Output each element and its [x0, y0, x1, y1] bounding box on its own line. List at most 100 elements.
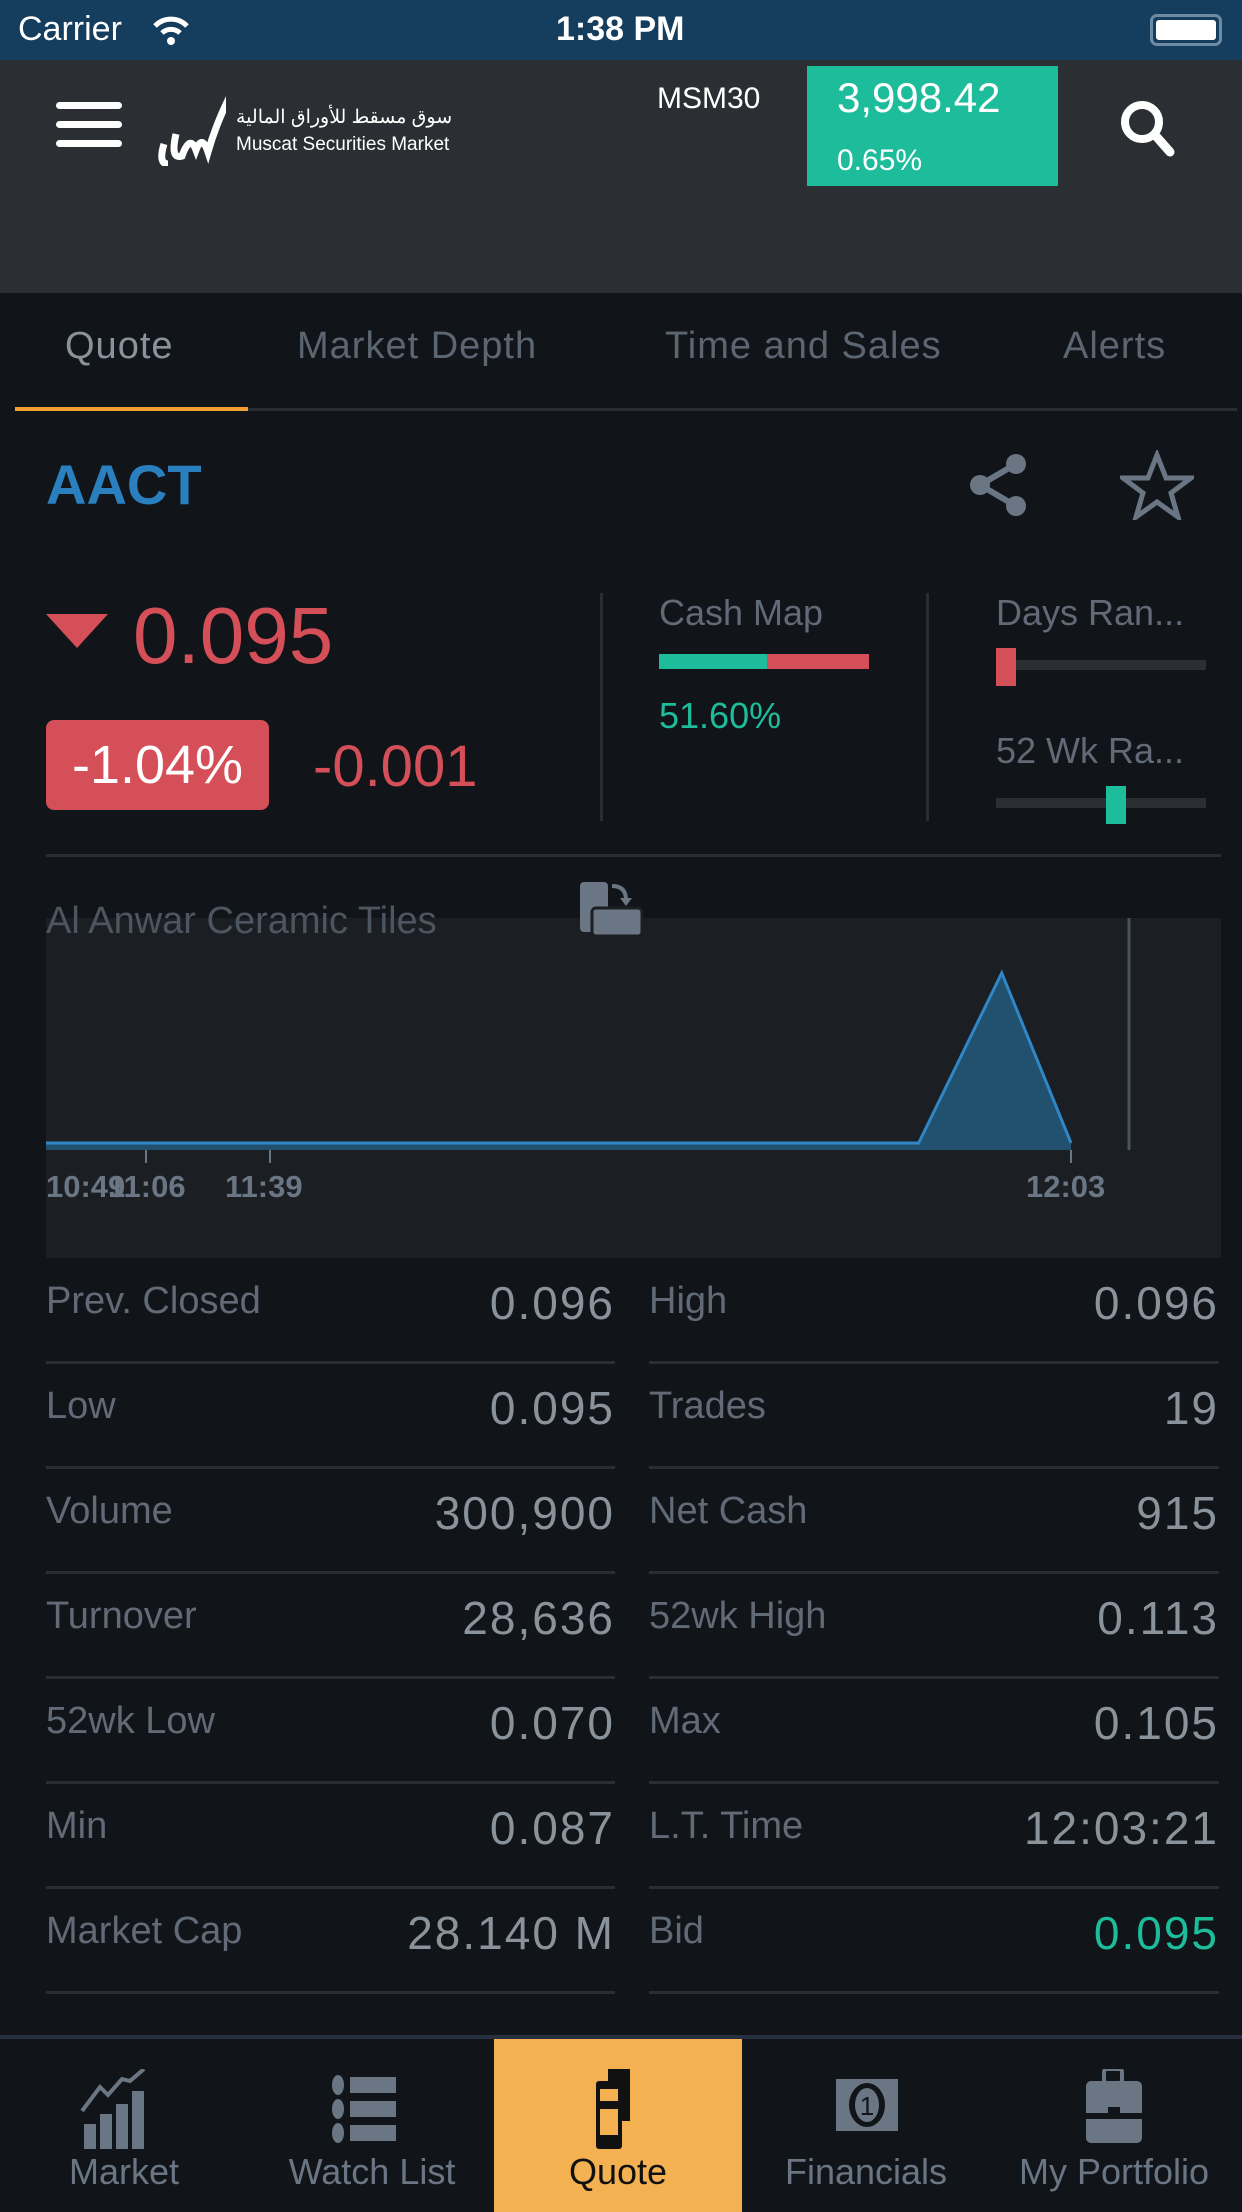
stat-value: 0.070	[489, 1697, 615, 1749]
stat-label: Min	[46, 1805, 108, 1847]
stat-label: Bid	[649, 1910, 704, 1952]
days-range-label: Days Ran...	[996, 592, 1185, 633]
stat-value: 28,636	[462, 1592, 615, 1644]
index-value: 3,998.42	[837, 74, 1001, 121]
star-icon[interactable]	[1120, 450, 1194, 520]
stat-value: 0.105	[1093, 1697, 1219, 1749]
row-divider	[649, 1991, 1219, 1994]
stat-value: 300,900	[434, 1487, 615, 1539]
cash-map-value: 51.60%	[659, 695, 782, 736]
tab-active-indicator	[15, 407, 248, 411]
tab-market-depth[interactable]: Market Depth	[297, 325, 538, 367]
row-divider	[649, 1466, 1219, 1469]
row-divider	[649, 1886, 1219, 1889]
stat-value: 19	[1163, 1382, 1219, 1434]
stat-value: 0.096	[1093, 1277, 1219, 1329]
divider	[600, 593, 603, 821]
stat-value: 28.140 M	[407, 1907, 615, 1959]
tab-label: Financials	[784, 2151, 948, 2192]
stat-label: Max	[649, 1700, 721, 1742]
row-divider	[46, 1571, 615, 1574]
stat-value: 0.113	[1097, 1592, 1219, 1644]
carrier: Carrier	[18, 10, 122, 48]
price-area	[46, 973, 1071, 1150]
briefcase-icon	[1086, 2069, 1142, 2143]
tab-alerts[interactable]: Alerts	[1063, 325, 1167, 367]
list-icon	[332, 2075, 396, 2143]
price-line	[46, 969, 1073, 1145]
rotate-device-icon[interactable]	[578, 880, 646, 940]
stat-label: Net Cash	[649, 1490, 808, 1532]
stat-label: Volume	[46, 1490, 173, 1532]
stat-label: 52wk Low	[46, 1700, 215, 1742]
wk52-range-slider	[996, 786, 1206, 824]
stat-label: Prev. Closed	[46, 1280, 261, 1322]
company-name: Al Anwar Ceramic Tiles	[46, 900, 437, 942]
stat-label: L.T. Time	[649, 1805, 804, 1847]
tab-label: Market	[68, 2151, 180, 2192]
money-icon: 1	[836, 2079, 898, 2131]
index-change: 0.65%	[837, 144, 923, 177]
bottom-tab-bar: Market Watch List Quote 1 Financials My …	[0, 2035, 1242, 2212]
tab-my-portfolio[interactable]: My Portfolio	[990, 2039, 1238, 2212]
app-header: سوق مسقط للأوراق المالية Muscat Securiti…	[0, 60, 1242, 293]
status-bar: Carrier 1:38 PM	[0, 0, 1242, 60]
x-tick-label: 12:03	[1026, 1169, 1105, 1204]
x-tick-label: 10:49	[46, 1169, 125, 1204]
msm-logo: سوق مسقط للأوراق المالية Muscat Securiti…	[156, 94, 456, 166]
row-divider	[649, 1361, 1219, 1364]
divider	[46, 854, 1221, 857]
stat-label: High	[649, 1280, 728, 1322]
last-price: 0.095	[133, 591, 334, 680]
clock: 1:38 PM	[556, 10, 685, 48]
logo-text: Muscat Securities Market	[236, 134, 450, 155]
search-icon[interactable]	[1118, 98, 1180, 160]
menu-icon[interactable]	[56, 102, 122, 148]
stat-value: 0.087	[489, 1802, 615, 1854]
wk52-range-label: 52 Wk Ra...	[996, 730, 1185, 771]
days-range-slider	[996, 648, 1206, 686]
tab-label: Quote	[568, 2151, 668, 2192]
chart-icon	[80, 2069, 146, 2149]
quote-icon	[596, 2069, 630, 2149]
row-divider	[46, 1676, 615, 1679]
tab-financials[interactable]: 1 Financials	[742, 2039, 990, 2212]
tab-quote[interactable]: Quote	[65, 325, 174, 367]
stat-label: Turnover	[46, 1595, 197, 1637]
tab-watch-list[interactable]: Watch List	[248, 2039, 496, 2212]
down-arrow-icon	[46, 614, 108, 648]
logo-arabic: سوق مسقط للأوراق المالية	[236, 107, 453, 128]
x-tick-label: 11:39	[225, 1169, 303, 1204]
stat-value: 12:03:21	[1023, 1802, 1219, 1854]
tab-label: My Portfolio	[1018, 2151, 1210, 2192]
row-divider	[649, 1676, 1219, 1679]
battery-icon	[1150, 14, 1222, 46]
price-chart[interactable]: 10:49 11:06 11:39 12:03	[46, 918, 1221, 1258]
row-divider	[46, 1466, 615, 1469]
wifi-icon	[153, 16, 189, 45]
symbol: AACT	[46, 453, 202, 516]
tab-quote-active[interactable]: Quote	[494, 2039, 742, 2212]
cash-map-bar	[659, 654, 869, 669]
stat-label: 52wk High	[649, 1595, 827, 1637]
change-percent-badge: -1.04%	[46, 720, 269, 810]
tab-label: Watch List	[288, 2151, 456, 2192]
share-icon[interactable]	[968, 452, 1030, 518]
row-divider	[649, 1571, 1219, 1574]
row-divider	[46, 1991, 615, 1994]
index-badge[interactable]: 3,998.42 0.65%	[807, 66, 1058, 186]
index-name: MSM30	[657, 82, 761, 115]
row-divider	[649, 1781, 1219, 1784]
tab-divider	[15, 408, 1237, 411]
tab-market[interactable]: Market	[0, 2039, 248, 2212]
row-divider	[46, 1781, 615, 1784]
stat-value: 0.096	[489, 1277, 615, 1329]
change-value: -0.001	[313, 734, 478, 799]
svg-text:1: 1	[860, 2091, 874, 2121]
stat-value: 0.095	[489, 1382, 615, 1434]
cash-map-label: Cash Map	[659, 592, 824, 633]
stat-value: 915	[1136, 1487, 1219, 1539]
x-tick-label: 11:06	[108, 1169, 186, 1204]
tab-time-and-sales[interactable]: Time and Sales	[665, 325, 942, 367]
